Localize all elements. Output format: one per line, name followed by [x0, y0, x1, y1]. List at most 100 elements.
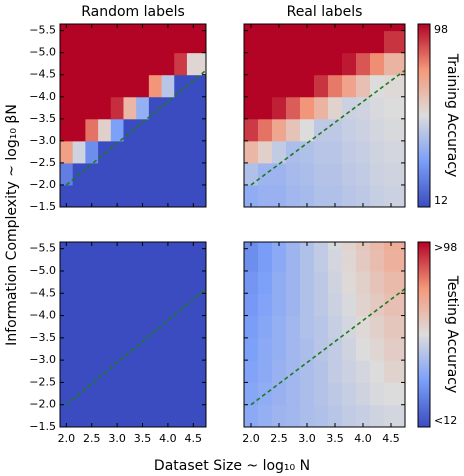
heatmap-cell [72, 52, 86, 76]
heatmap-cell [72, 360, 86, 383]
heatmap-cell [286, 52, 301, 76]
heatmap-cell [272, 315, 287, 339]
heatmap-cell [384, 30, 406, 54]
heatmap-cell [258, 360, 273, 383]
heatmap-cell [174, 96, 188, 120]
heatmap-cell [123, 382, 137, 406]
heatmap-cell [174, 360, 188, 383]
y-tick-label: −4.0 [29, 90, 56, 103]
heatmap-cell [136, 74, 150, 98]
colorbar [417, 241, 431, 428]
heatmap-cell [356, 315, 371, 339]
heatmap-cell [161, 118, 175, 142]
heatmap-cell [186, 248, 207, 272]
heatmap-cell [370, 30, 385, 54]
heatmap-cell [356, 293, 371, 317]
heatmap-cell [161, 184, 175, 208]
heatmap-cell [148, 118, 163, 142]
heatmap-cell [161, 315, 175, 339]
heatmap-cell [60, 293, 74, 317]
heatmap-cell [136, 360, 150, 383]
heatmap-cell [272, 293, 287, 317]
heatmap-cell [244, 382, 259, 406]
y-tick-label: −5.0 [29, 46, 56, 59]
heatmap-cell [161, 162, 175, 186]
heatmap-cell [60, 248, 74, 272]
heatmap-cell [328, 404, 343, 428]
heatmap-cell [60, 162, 74, 186]
heatmap-cell [272, 248, 287, 272]
heatmap-cell [161, 30, 175, 54]
heatmap-cell [244, 293, 259, 317]
heatmap-cell [161, 248, 175, 272]
heatmap-cell [123, 293, 137, 317]
heatmap-cell [356, 337, 371, 361]
colorbar [417, 23, 431, 208]
heatmap-cell [161, 293, 175, 317]
heatmap-cell [110, 293, 124, 317]
heatmap-cell [174, 140, 188, 164]
heatmap-cell [72, 315, 86, 339]
heatmap-cell [85, 52, 99, 76]
heatmap-cell [85, 30, 99, 54]
heatmap-cell [186, 74, 207, 98]
heatmap-cell [370, 118, 385, 142]
heatmap-cell [85, 382, 99, 406]
heatmap-cell [370, 24, 385, 32]
x-tick-label: 3.0 [298, 432, 316, 445]
heatmap-cell [314, 162, 329, 186]
heatmap-cell [314, 315, 329, 339]
x-tick-label: 3.0 [108, 432, 126, 445]
heatmap-cell [328, 360, 343, 383]
y-tick-label: −1.5 [29, 420, 56, 433]
heatmap-cell [98, 248, 112, 272]
heatmap-cell [356, 360, 371, 383]
heatmap-cell [174, 270, 188, 294]
heatmap-cell [186, 52, 207, 76]
heatmap-cell [161, 382, 175, 406]
heatmap-cell [186, 360, 207, 383]
heatmap-cell [174, 293, 188, 317]
heatmap-cell [356, 270, 371, 294]
heatmap-cell [244, 337, 259, 361]
heatmap-cell [356, 118, 371, 142]
heatmap-cell [342, 184, 357, 208]
heatmap-cell [123, 52, 137, 76]
panel-title: Real labels [287, 4, 363, 20]
y-tick-label: −3.5 [29, 112, 56, 125]
heatmap-cell [148, 140, 163, 164]
heatmap-cell [72, 404, 86, 428]
heatmap-cell [123, 74, 137, 98]
heatmap-cell [356, 96, 371, 120]
heatmap-cell [272, 270, 287, 294]
heatmap-cell [136, 140, 150, 164]
heatmap-cell [148, 24, 163, 32]
heatmap-cell [286, 24, 301, 32]
heatmap-cell [161, 140, 175, 164]
heatmap-cell [286, 337, 301, 361]
heatmap-cell [258, 74, 273, 98]
heatmap-cell [384, 382, 406, 406]
heatmap-cell [72, 96, 86, 120]
colorbar-tick-label: 12 [434, 194, 448, 207]
heatmap-cell [356, 382, 371, 406]
heatmap-cell [328, 184, 343, 208]
heatmap-cell [314, 270, 329, 294]
heatmap-cell [148, 382, 163, 406]
heatmap-cell [314, 404, 329, 428]
heatmap-cell [123, 270, 137, 294]
heatmap-cell [60, 337, 74, 361]
heatmap-cell [384, 248, 406, 272]
colorbar-label: Training Accuracy [444, 53, 460, 178]
heatmap-cell [314, 337, 329, 361]
heatmap-cell [148, 337, 163, 361]
heatmap-cell [314, 140, 329, 164]
heatmap-cell [370, 360, 385, 383]
colorbar-tick-label: >98 [434, 241, 457, 254]
heatmap-cell [123, 337, 137, 361]
heatmap-cell [174, 382, 188, 406]
heatmap-cell [328, 315, 343, 339]
heatmap-cell [110, 30, 124, 54]
heatmap-cell [98, 96, 112, 120]
heatmap-cell [60, 382, 74, 406]
